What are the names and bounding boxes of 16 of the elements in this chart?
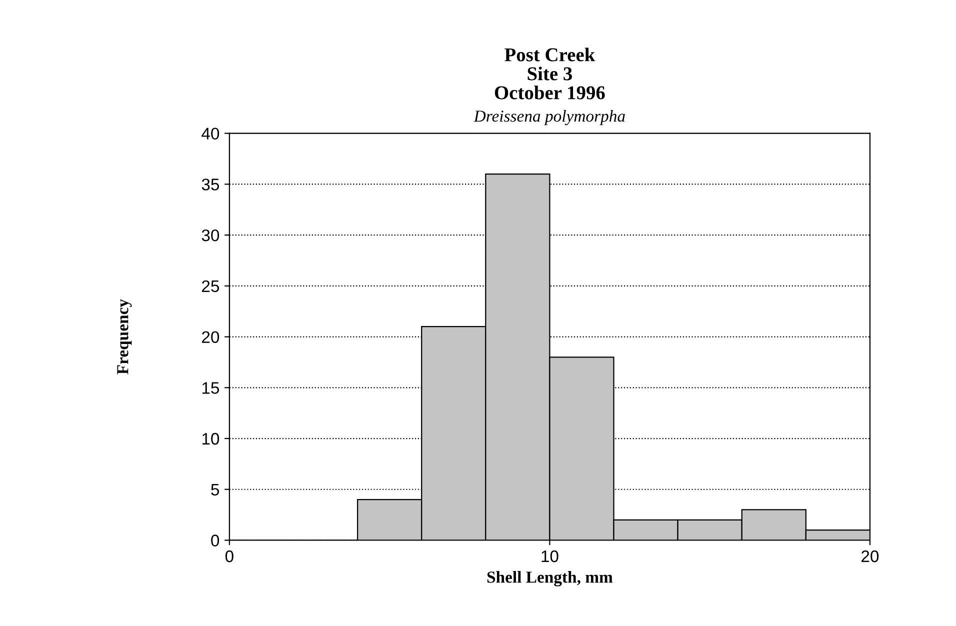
y-tick-label: 20 [202,331,220,343]
y-tick-label: 25 [202,280,220,292]
chart-title: Post Creek Site 3 October 1996 [494,48,605,100]
y-tick-label: 30 [202,229,220,242]
x-tick-label: 10 [542,550,558,562]
y-axis-title: Frequency [117,299,132,374]
chart-subtitle: Dreissena polymorpha [474,110,625,126]
y-tick-label: 40 [202,128,220,140]
y-tick-label: 0 [211,534,220,546]
x-tick-label: 20 [862,550,879,562]
y-tick-label: 35 [202,178,220,190]
x-tick-label: 0 [225,550,234,562]
y-tick-label: 15 [202,382,220,394]
x-axis-title: Shell Length, mm [487,571,613,586]
y-tick-label: 10 [202,432,220,445]
y-tick-label: 5 [211,484,220,496]
